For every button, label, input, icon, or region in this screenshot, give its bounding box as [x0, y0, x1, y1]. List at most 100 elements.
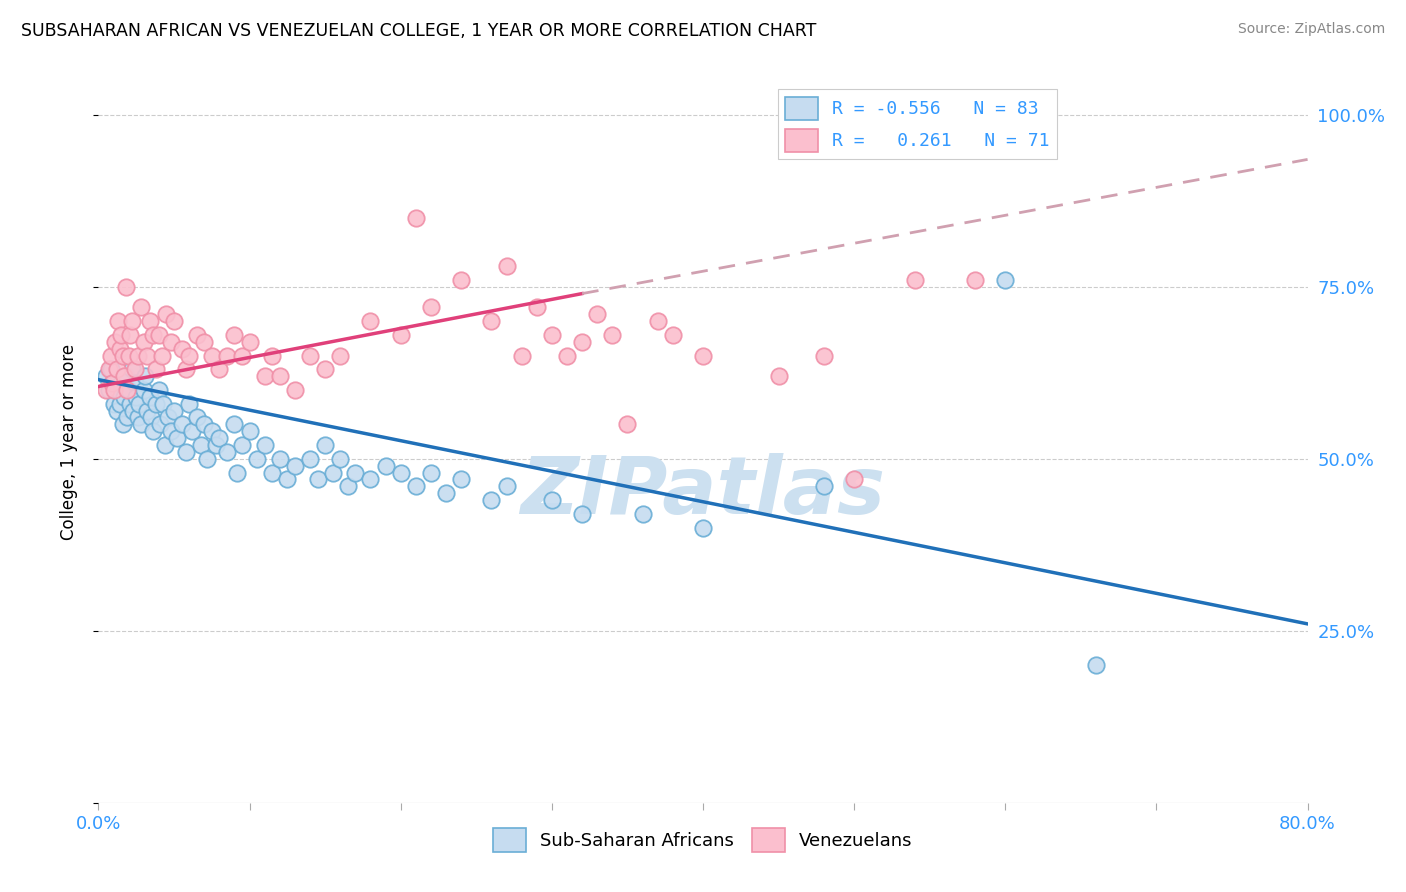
- Point: [420, 466, 443, 480]
- Point: [813, 479, 835, 493]
- Point: [104, 334, 127, 349]
- Point: [631, 507, 654, 521]
- Point: [602, 327, 624, 342]
- Point: [115, 383, 138, 397]
- Point: [201, 424, 224, 438]
- Point: [269, 451, 291, 466]
- Point: [150, 349, 173, 363]
- Point: [124, 362, 146, 376]
- Point: [166, 431, 188, 445]
- Point: [152, 397, 174, 411]
- Point: [540, 493, 562, 508]
- Point: [148, 327, 170, 342]
- Point: [253, 369, 276, 384]
- Point: [142, 327, 165, 342]
- Point: [190, 438, 212, 452]
- Point: [495, 479, 517, 493]
- Point: [201, 349, 224, 363]
- Text: ZIPatlas: ZIPatlas: [520, 453, 886, 531]
- Point: [193, 417, 215, 432]
- Point: [132, 383, 155, 397]
- Point: [170, 417, 193, 432]
- Point: [115, 410, 138, 425]
- Point: [314, 362, 336, 376]
- Point: [904, 273, 927, 287]
- Point: [246, 451, 269, 466]
- Point: [481, 314, 503, 328]
- Point: [307, 472, 329, 486]
- Point: [661, 327, 683, 342]
- Point: [100, 362, 122, 376]
- Point: [142, 424, 165, 438]
- Point: [141, 410, 163, 425]
- Point: [100, 349, 122, 363]
- Point: [1085, 658, 1108, 673]
- Legend: Sub-Saharan Africans, Venezuelans: Sub-Saharan Africans, Venezuelans: [486, 822, 920, 859]
- Point: [647, 314, 669, 328]
- Point: [269, 369, 291, 384]
- Point: [110, 327, 132, 342]
- Point: [420, 301, 443, 315]
- Point: [844, 472, 866, 486]
- Point: [145, 397, 167, 411]
- Point: [98, 383, 121, 397]
- Point: [181, 424, 204, 438]
- Point: [101, 376, 124, 390]
- Point: [329, 451, 352, 466]
- Point: [125, 390, 148, 404]
- Point: [121, 362, 143, 376]
- Point: [526, 301, 548, 315]
- Point: [314, 438, 336, 452]
- Point: [135, 403, 157, 417]
- Point: [103, 383, 125, 397]
- Point: [322, 466, 344, 480]
- Point: [156, 410, 179, 425]
- Point: [336, 479, 359, 493]
- Point: [450, 273, 472, 287]
- Point: [114, 369, 136, 384]
- Point: [186, 327, 208, 342]
- Point: [208, 362, 231, 376]
- Point: [360, 472, 382, 486]
- Point: [139, 390, 162, 404]
- Point: [253, 438, 276, 452]
- Point: [139, 314, 162, 328]
- Point: [128, 397, 150, 411]
- Point: [107, 314, 129, 328]
- Point: [208, 431, 231, 445]
- Point: [112, 390, 135, 404]
- Point: [110, 376, 132, 390]
- Point: [299, 451, 322, 466]
- Point: [344, 466, 367, 480]
- Point: [616, 417, 638, 432]
- Point: [148, 383, 170, 397]
- Text: Source: ZipAtlas.com: Source: ZipAtlas.com: [1237, 22, 1385, 37]
- Point: [215, 349, 238, 363]
- Point: [134, 369, 156, 384]
- Point: [276, 472, 298, 486]
- Point: [132, 334, 155, 349]
- Point: [374, 458, 396, 473]
- Point: [405, 479, 427, 493]
- Point: [163, 314, 186, 328]
- Point: [284, 383, 307, 397]
- Point: [450, 472, 472, 486]
- Point: [104, 383, 127, 397]
- Point: [127, 349, 149, 363]
- Point: [224, 327, 246, 342]
- Point: [120, 327, 142, 342]
- Point: [994, 273, 1017, 287]
- Point: [174, 362, 197, 376]
- Point: [160, 424, 183, 438]
- Point: [101, 376, 124, 390]
- Point: [813, 349, 835, 363]
- Point: [299, 349, 322, 363]
- Point: [108, 397, 131, 411]
- Point: [107, 383, 129, 397]
- Point: [495, 259, 517, 273]
- Y-axis label: College, 1 year or more: College, 1 year or more: [59, 343, 77, 540]
- Point: [170, 342, 193, 356]
- Point: [239, 424, 262, 438]
- Point: [98, 362, 121, 376]
- Point: [510, 349, 533, 363]
